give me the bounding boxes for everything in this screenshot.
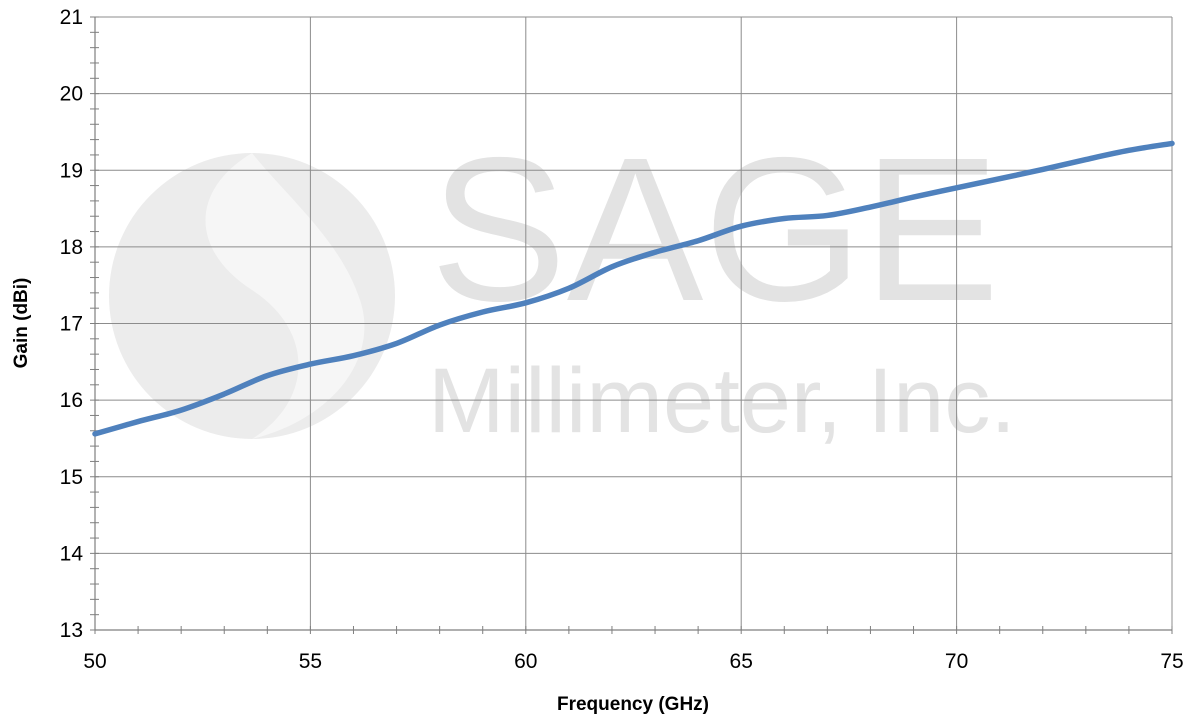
x-axis-title: Frequency (GHz) xyxy=(557,694,709,715)
series-layer xyxy=(92,140,1175,437)
gridlines xyxy=(95,16,1173,630)
x-tick-label: 70 xyxy=(945,650,968,673)
y-tick-label: 19 xyxy=(60,159,83,182)
y-tick-label: 21 xyxy=(60,6,83,29)
watermark-logo: SAGE Millimeter, Inc. xyxy=(109,115,1016,452)
y-axis-title: Gain (dBi) xyxy=(11,278,32,369)
x-tick-label: 65 xyxy=(730,650,753,673)
y-tick-label: 15 xyxy=(60,466,83,489)
y-tick-label: 20 xyxy=(60,83,83,106)
y-tick-label: 18 xyxy=(60,236,83,259)
x-tick-label: 50 xyxy=(83,650,106,673)
watermark-emblem-swirl xyxy=(205,153,365,439)
watermark-line2: Millimeter, Inc. xyxy=(428,350,1016,452)
y-tick-label: 14 xyxy=(60,542,84,565)
y-tick-label: 16 xyxy=(60,389,83,412)
x-tick-label: 75 xyxy=(1160,650,1183,673)
gain-series-line xyxy=(92,140,1175,437)
axes xyxy=(94,17,1172,631)
watermark-line1: SAGE xyxy=(430,115,1000,344)
y-tick-label: 17 xyxy=(60,313,83,336)
x-tick-labels: 50 55 60 65 70 75 xyxy=(83,650,1183,673)
y-tick-label: 13 xyxy=(60,619,83,642)
x-tick-label: 55 xyxy=(299,650,322,673)
x-tick-label: 60 xyxy=(514,650,537,673)
y-tick-labels: 13 14 15 16 17 18 19 20 21 xyxy=(60,6,84,642)
